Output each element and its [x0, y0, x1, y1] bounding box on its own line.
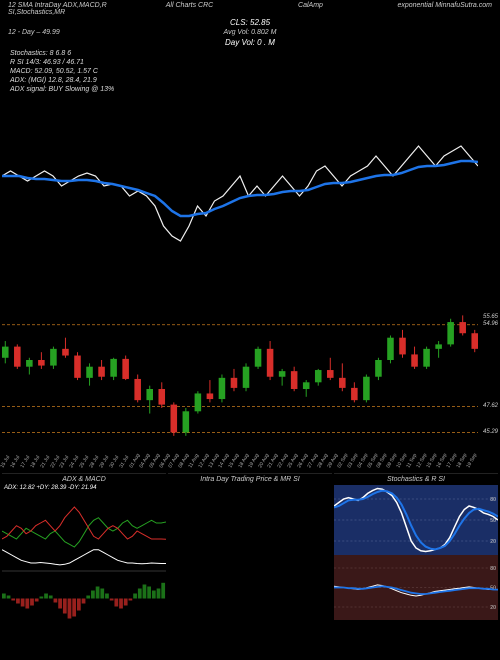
main-line-chart [2, 96, 478, 296]
info-adx: ADX: (MGI) 12.8, 28.4, 21.9 [10, 76, 490, 85]
top-row: 12 SMA IntraDay ADX,MACD,R SI,Stochastic… [0, 0, 500, 18]
info-macd: MACD: 52.09, 50.52, 1.57 C [10, 67, 490, 76]
hdr-m2: CalAmp [250, 2, 371, 16]
panel-intra-title: Intra Day Trading Price & MR SI [168, 474, 332, 485]
hdr-right: exponential MinnafuSutra.com [371, 2, 492, 16]
info-stoch: Stochastics: 8 6.8 6 [10, 49, 490, 58]
svg-text:80: 80 [490, 498, 496, 504]
svg-text:80: 80 [490, 567, 496, 573]
panel-stoch-rsi: Stochastics & R SI 805020805020 [334, 473, 498, 628]
info-adxsig: ADX signal: BUY Slowing @ 13% [10, 85, 490, 94]
svg-text:20: 20 [490, 540, 496, 546]
avgvol: Avg Vol: 0.802 M [169, 29, 330, 36]
bottom-panels: ADX & MACD ADX: 12.82 +DY: 28.39 -DY: 21… [0, 473, 500, 628]
row2: 12 - Day – 49.99 Avg Vol: 0.802 M [0, 27, 500, 38]
hdr-left: 12 SMA IntraDay ADX,MACD,R SI,Stochastic… [8, 2, 129, 16]
panel-adx-title: ADX & MACD [2, 474, 166, 485]
day12: 12 - Day – 49.99 [8, 29, 169, 36]
x-axis-dates: 15 Jul16 Jul17 Jul18 Jul21 Jul22 Jul23 J… [4, 449, 476, 469]
panel-stoch-title: Stochastics & R SI [334, 474, 498, 485]
candle-chart: 55.6554.9647.6245.29 [2, 302, 478, 447]
hdr-m1: All Charts CRC [129, 2, 250, 16]
panel-adx-macd: ADX & MACD ADX: 12.82 +DY: 28.39 -DY: 21… [2, 473, 166, 628]
panel-intraday: Intra Day Trading Price & MR SI [168, 473, 332, 628]
cls-label: CLS: 52.85 [0, 18, 500, 27]
svg-text:20: 20 [490, 606, 496, 612]
dayvol: Day Vol: 0 . M [0, 38, 500, 47]
info-rsi: R SI 14/3: 46.93 / 46.71 [10, 58, 490, 67]
info-block: Stochastics: 8 6.8 6 R SI 14/3: 46.93 / … [0, 47, 500, 96]
